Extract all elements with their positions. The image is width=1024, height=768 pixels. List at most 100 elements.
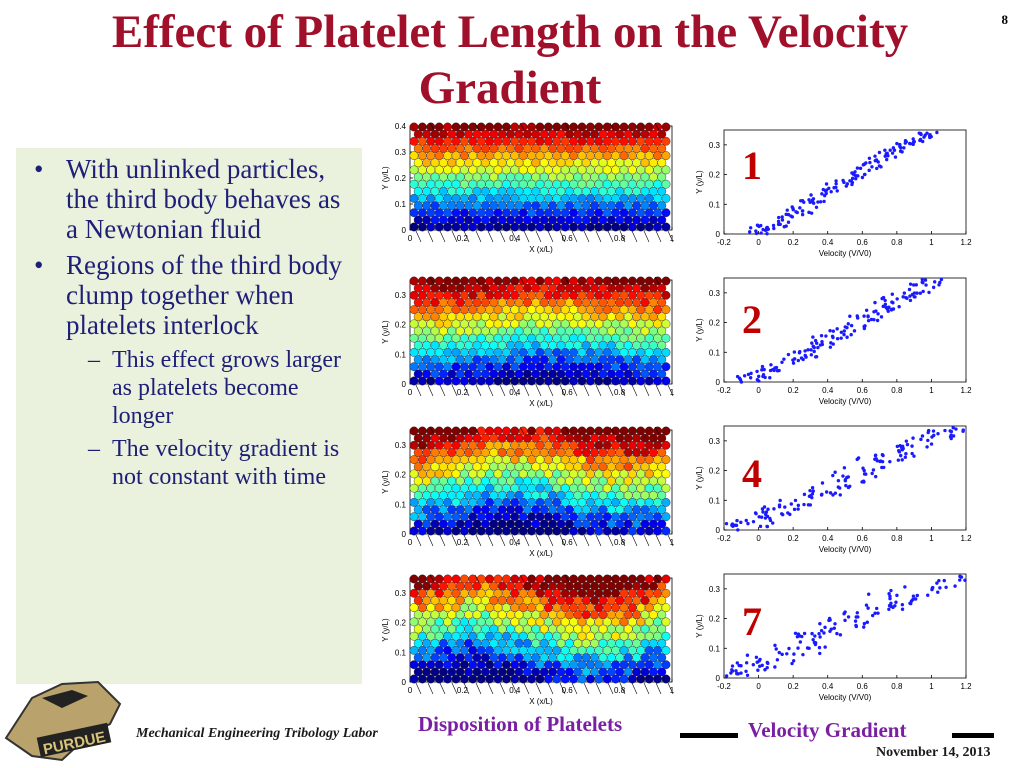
x-tick-label: 0.2 bbox=[788, 238, 800, 247]
particle bbox=[636, 276, 646, 286]
scatter-point bbox=[896, 458, 901, 462]
particle bbox=[489, 505, 499, 515]
particle bbox=[611, 179, 621, 189]
scatter-point bbox=[824, 334, 828, 338]
particle bbox=[447, 596, 457, 605]
boundary-platelet bbox=[619, 682, 626, 695]
particle bbox=[434, 276, 444, 286]
scatter-point bbox=[873, 453, 878, 458]
boundary-platelet bbox=[475, 682, 482, 695]
particle bbox=[464, 369, 474, 379]
particle bbox=[514, 519, 524, 529]
particle bbox=[430, 355, 440, 365]
scatter-point bbox=[907, 141, 912, 146]
particle bbox=[636, 165, 646, 175]
particle bbox=[476, 333, 486, 343]
boundary-platelet bbox=[535, 682, 542, 695]
scatter-point bbox=[848, 314, 852, 318]
scatter-point bbox=[799, 199, 803, 203]
particle bbox=[439, 215, 448, 225]
particle bbox=[460, 122, 469, 132]
particle bbox=[560, 319, 570, 329]
scatter-point bbox=[820, 192, 824, 196]
particle bbox=[464, 667, 474, 677]
particle bbox=[447, 448, 457, 457]
particle bbox=[409, 617, 419, 627]
particle bbox=[661, 617, 671, 627]
particle bbox=[434, 426, 444, 436]
boundary-platelet bbox=[535, 230, 542, 243]
particle bbox=[535, 574, 545, 584]
particle bbox=[611, 426, 621, 436]
scatter-point bbox=[765, 665, 769, 670]
particle bbox=[409, 179, 419, 189]
y-tick-label: 0 bbox=[402, 226, 407, 235]
particle bbox=[439, 448, 448, 457]
scatter-point bbox=[899, 445, 904, 449]
scatter-point bbox=[802, 492, 807, 497]
scatter-point bbox=[834, 182, 838, 186]
scatter-point bbox=[791, 659, 796, 663]
scatter-point bbox=[903, 455, 908, 459]
scatter-point bbox=[772, 507, 776, 511]
particle bbox=[539, 355, 549, 365]
particle bbox=[539, 653, 549, 663]
particle bbox=[581, 355, 591, 365]
y-axis-label: Y (y/L) bbox=[695, 170, 704, 194]
particle bbox=[648, 519, 658, 529]
particle bbox=[506, 596, 516, 605]
boundary-platelet bbox=[451, 682, 458, 695]
particle bbox=[598, 129, 608, 139]
scatter-point bbox=[796, 503, 801, 508]
scatter-point bbox=[871, 468, 876, 472]
scatter-point bbox=[763, 228, 768, 233]
particle bbox=[476, 179, 486, 189]
particle bbox=[619, 469, 629, 479]
particle bbox=[564, 129, 574, 139]
particle bbox=[506, 283, 516, 293]
scatter-point bbox=[818, 622, 822, 626]
slide-number: 8 bbox=[1001, 12, 1009, 27]
particle bbox=[619, 631, 629, 641]
scatter-point bbox=[932, 433, 936, 438]
particle bbox=[527, 165, 537, 175]
scatter-point bbox=[843, 618, 847, 623]
x-tick-label: -0.2 bbox=[717, 238, 731, 247]
scatter-point bbox=[748, 226, 753, 230]
particle bbox=[627, 122, 637, 132]
scatter-point bbox=[802, 631, 807, 636]
particle bbox=[606, 215, 616, 225]
boundary-platelet bbox=[519, 122, 525, 131]
particle bbox=[648, 653, 658, 663]
particle bbox=[644, 483, 654, 493]
particle bbox=[569, 122, 579, 132]
particle bbox=[640, 433, 650, 443]
boundary-platelet bbox=[667, 230, 674, 243]
particle bbox=[539, 433, 549, 443]
particle bbox=[543, 122, 553, 132]
scatter-point bbox=[758, 664, 762, 668]
particle bbox=[611, 631, 621, 641]
particle bbox=[472, 369, 482, 379]
particle bbox=[602, 165, 612, 175]
particle bbox=[556, 433, 566, 443]
scatter-point bbox=[828, 329, 832, 333]
particle bbox=[657, 144, 667, 153]
particle bbox=[661, 276, 671, 286]
particle bbox=[426, 333, 436, 343]
scatter-point bbox=[874, 158, 879, 162]
particle bbox=[531, 519, 541, 529]
particle bbox=[464, 201, 474, 211]
particle bbox=[657, 158, 667, 168]
particle bbox=[409, 333, 419, 343]
particle bbox=[493, 574, 503, 584]
particle bbox=[648, 355, 658, 365]
scatter-point bbox=[814, 355, 819, 359]
particle bbox=[527, 574, 537, 584]
particle bbox=[585, 617, 595, 627]
y-tick-label: 0 bbox=[402, 530, 407, 539]
scatter-point bbox=[777, 650, 781, 655]
particle bbox=[468, 469, 478, 479]
scatter-point bbox=[761, 374, 765, 379]
particle bbox=[535, 333, 545, 343]
